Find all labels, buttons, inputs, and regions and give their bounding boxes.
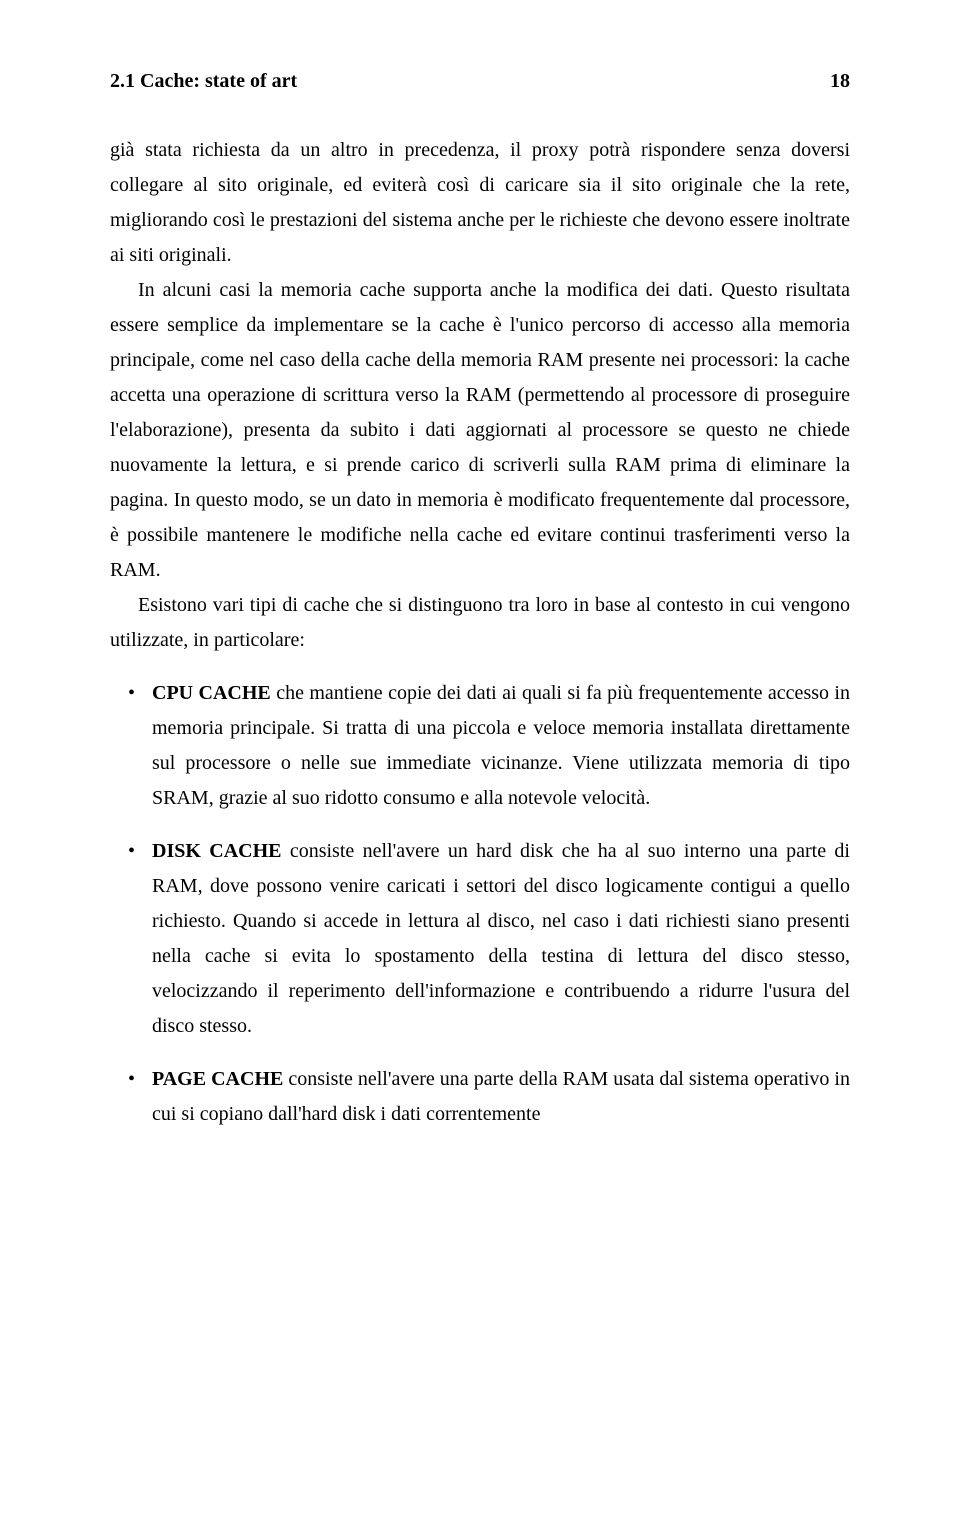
- list-item-title: CPU CACHE: [152, 682, 271, 704]
- page-number: 18: [830, 70, 850, 93]
- cache-types-list: CPU CACHE che mantiene copie dei dati ai…: [110, 676, 850, 1132]
- list-item: PAGE CACHE consiste nell'avere una parte…: [110, 1062, 850, 1132]
- list-item: CPU CACHE che mantiene copie dei dati ai…: [110, 676, 850, 816]
- section-title: 2.1 Cache: state of art: [110, 70, 297, 93]
- list-item-title: PAGE CACHE: [152, 1068, 283, 1090]
- list-item: DISK CACHE consiste nell'avere un hard d…: [110, 834, 850, 1044]
- paragraph-1: già stata richiesta da un altro in prece…: [110, 133, 850, 273]
- paragraph-2: In alcuni casi la memoria cache supporta…: [110, 273, 850, 588]
- page-header: 2.1 Cache: state of art 18: [110, 70, 850, 93]
- paragraph-3: Esistono vari tipi di cache che si disti…: [110, 588, 850, 658]
- list-item-text: consiste nell'avere un hard disk che ha …: [152, 840, 850, 1037]
- list-item-title: DISK CACHE: [152, 840, 281, 862]
